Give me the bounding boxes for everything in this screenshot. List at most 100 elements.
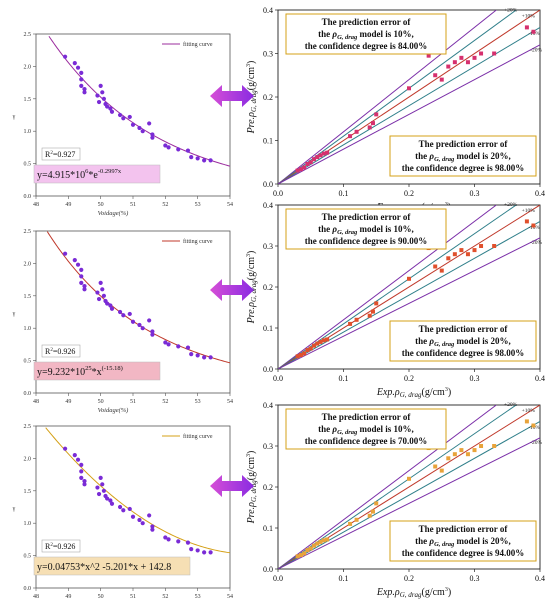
y-tick-label: 0.2	[263, 283, 273, 292]
annotation-top-line-3: the confidence degree is 70.00%	[305, 436, 428, 446]
data-point	[202, 355, 207, 360]
line-label-1: +10%	[522, 13, 536, 19]
data-point	[109, 109, 115, 114]
data-point	[109, 501, 115, 506]
data-point	[446, 64, 451, 69]
y-tick-label: 1.5	[24, 97, 32, 103]
y-tick-label: 1.0	[24, 129, 32, 135]
r2-box	[41, 147, 81, 161]
line-label-1: +10%	[522, 408, 536, 414]
equation-box	[33, 164, 161, 184]
data-point	[370, 121, 375, 126]
data-point	[79, 274, 84, 279]
r2-box	[41, 344, 81, 358]
data-point	[439, 468, 444, 473]
data-point	[72, 258, 77, 263]
data-point	[137, 125, 142, 131]
y-tick-label: 2.0	[24, 261, 32, 267]
x-tick-label: 0.3	[470, 574, 480, 583]
data-point	[321, 538, 326, 543]
r2-superscript: 2	[50, 348, 53, 353]
data-point	[407, 86, 411, 91]
x-tick-label: 51	[130, 202, 136, 208]
annotation-top-frame	[285, 208, 447, 250]
data-point	[433, 264, 438, 269]
double-arrow-icon	[210, 85, 254, 107]
data-point	[374, 301, 379, 306]
x-tick-label: 0.0	[273, 374, 283, 383]
data-point	[459, 448, 464, 453]
annotation-top-frame	[285, 408, 447, 450]
annotation-top-line-1: The prediction error of	[322, 212, 412, 222]
data-point	[108, 498, 113, 503]
y-tick-label: 0.5	[24, 162, 32, 168]
fitting-curve	[45, 427, 231, 554]
data-point	[166, 537, 171, 542]
data-point	[479, 51, 484, 56]
x-tick-label: 49	[65, 202, 71, 208]
y-tick-label: 0.0	[24, 391, 32, 397]
annotation-top: The prediction error of the ρG, drag mode…	[285, 13, 447, 55]
x-tick-label: 51	[130, 399, 136, 405]
y-tick-label: 0.0	[263, 565, 273, 574]
y-axis-label-sup: 3	[246, 64, 252, 67]
minus-10-line	[278, 420, 540, 569]
equation-text: y=4.915*106*e-0.2997x	[37, 168, 122, 181]
x-tick-label: 48	[33, 202, 39, 208]
minus-20-line	[278, 44, 540, 184]
y-axis-label-unit: (g/cm	[246, 457, 257, 481]
data-point	[208, 355, 213, 360]
box-text-sub: G, drag	[434, 341, 455, 348]
annotation-bottom-line-2: the ρG, drag model is 20%,	[415, 151, 511, 163]
data-point	[79, 70, 84, 75]
x-tick-label: 0.2	[404, 189, 414, 198]
annotation-top: The prediction error of the ρG, drag mode…	[285, 208, 447, 250]
data-point	[163, 143, 168, 148]
data-point	[426, 53, 431, 58]
data-point	[75, 457, 81, 462]
annotation-bottom-line-1: The prediction error of	[419, 524, 509, 534]
x-axis-label-sub: G, drag	[400, 591, 422, 599]
data-point	[147, 121, 152, 126]
data-point	[524, 25, 529, 30]
left-chart-2: 48 49 50 51 52 53 54 0.0 0.5 1.0 1.5 2.0 2.5 Voidage(…	[12, 229, 233, 414]
data-point	[96, 296, 102, 302]
equation-box	[33, 556, 191, 576]
x-axis-label: Exp.ρG, drag(g/cm3)	[376, 387, 451, 399]
y-tick-label: 0.1	[263, 524, 273, 533]
y-tick-label: 1.5	[24, 294, 32, 300]
x-tick-label: 0.3	[470, 189, 480, 198]
data-point	[446, 456, 451, 461]
data-point	[82, 482, 87, 487]
box-text-post: model is 10%,	[357, 424, 414, 434]
plus-20-line	[278, 205, 497, 369]
y-tick-label: 1.0	[24, 326, 32, 332]
data-point	[82, 90, 87, 95]
data-point	[150, 329, 155, 334]
points-group	[295, 25, 536, 173]
data-point	[465, 452, 470, 457]
data-point	[63, 251, 68, 256]
line-label-2: -10%	[528, 225, 540, 231]
data-point	[531, 29, 536, 34]
data-point	[79, 280, 84, 285]
data-point	[140, 326, 145, 331]
y-tick-label: 2.0	[24, 64, 32, 70]
data-point	[117, 504, 123, 510]
data-point	[407, 476, 411, 481]
x-tick-label: 0.0	[273, 574, 283, 583]
annotation-bottom-line-2: the ρG, drag model is 20%,	[415, 336, 511, 348]
data-point	[305, 161, 310, 166]
data-point	[176, 147, 181, 152]
x-tick-label: 51	[130, 594, 136, 600]
data-point	[321, 338, 326, 343]
y-tick-label: 0.5	[24, 554, 32, 560]
fitting-curve	[48, 35, 231, 167]
box-text-sub: G, drag	[337, 34, 358, 41]
data-point	[374, 501, 379, 506]
r2-value: =0.926	[53, 542, 76, 551]
y-tick-label: 0.1	[263, 137, 273, 146]
data-point	[82, 478, 87, 484]
data-point	[298, 167, 303, 172]
data-point	[325, 537, 330, 542]
